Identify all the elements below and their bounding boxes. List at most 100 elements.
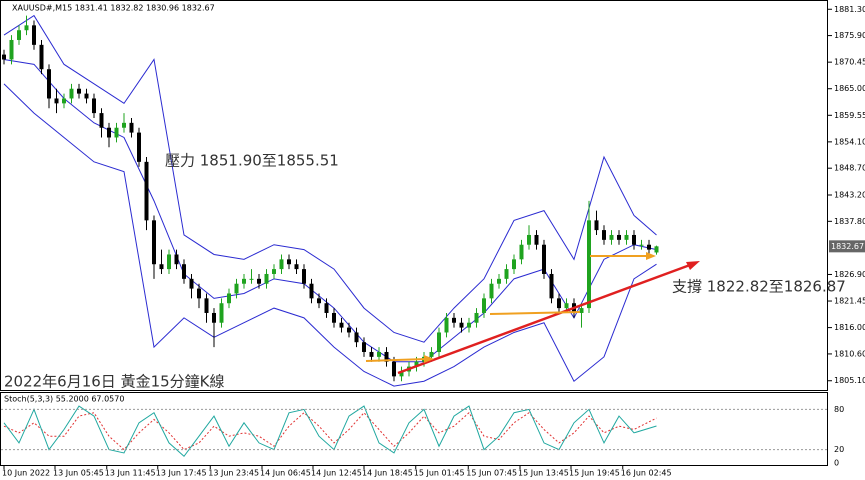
candle-body xyxy=(347,327,351,333)
stoch-label: Stoch(5,3,3) 55.2000 67.0570 xyxy=(4,395,124,404)
stoch-signal xyxy=(3,411,657,451)
x-tick-label: 15 Jun 19:45 xyxy=(569,469,620,478)
y-tick-label: 1859.55 xyxy=(834,111,865,120)
stoch-tick-label: 0 xyxy=(834,459,839,468)
candle-body xyxy=(414,361,419,367)
main-panel xyxy=(0,0,828,391)
candle-body xyxy=(272,269,276,274)
candle-body xyxy=(519,244,524,260)
candle-body xyxy=(84,93,89,99)
candle-body xyxy=(377,351,381,357)
candle-body xyxy=(399,371,404,377)
candle-body xyxy=(482,298,486,313)
candle-body xyxy=(384,351,389,362)
candle-body xyxy=(324,303,329,313)
candle-body xyxy=(287,259,291,265)
support-line xyxy=(365,358,427,362)
candle-body xyxy=(354,332,359,343)
candle-body xyxy=(444,317,449,333)
candle-body xyxy=(122,122,126,128)
candle-body xyxy=(594,220,599,231)
x-tick-label: 16 Jun 02:45 xyxy=(621,469,672,478)
candle-body xyxy=(639,244,644,246)
candle-body xyxy=(602,230,606,240)
candle-body xyxy=(17,30,21,40)
candle-body xyxy=(429,351,434,357)
y-tick-label: 1805.10 xyxy=(834,376,865,385)
candle-body xyxy=(362,342,366,352)
candle-body xyxy=(497,278,501,284)
stoch-panel xyxy=(0,392,828,466)
trend-line xyxy=(397,263,691,375)
candle-body xyxy=(369,351,374,357)
candle-body xyxy=(474,312,479,323)
candle-body xyxy=(54,98,59,104)
last-price-label: 1832.67 xyxy=(831,242,864,251)
annotation: 支撐 1822.82至1826.87 xyxy=(672,278,846,296)
annotation: 壓力 1851.90至1855.51 xyxy=(165,152,339,170)
candle-body xyxy=(39,44,44,70)
candle-body xyxy=(197,288,201,299)
header: XAUUSD#,M15 1831.41 1832.82 1830.96 1832… xyxy=(12,4,215,13)
candle-body xyxy=(467,322,471,328)
candle-body xyxy=(309,283,314,299)
candle-body xyxy=(144,161,149,221)
candle-body xyxy=(542,244,546,274)
x-tick-label: 13 Jun 23:45 xyxy=(208,469,259,478)
x-tick-label: 14 Jun 18:45 xyxy=(362,469,413,478)
arrow-head xyxy=(424,355,434,363)
x-tick-label: 15 Jun 13:45 xyxy=(518,469,569,478)
candle-body xyxy=(24,25,29,31)
arrow-head xyxy=(686,261,700,270)
last-price-box xyxy=(829,240,865,253)
candle-body xyxy=(534,234,539,245)
candle-body xyxy=(137,132,141,162)
candle-body xyxy=(549,273,554,299)
candle-body xyxy=(2,54,6,60)
candle-body xyxy=(167,254,171,270)
arrow-head xyxy=(646,252,656,260)
candle-body xyxy=(317,298,321,304)
candle-body xyxy=(9,39,14,60)
candle-body xyxy=(279,259,284,270)
y-tick-label: 1854.10 xyxy=(834,137,865,146)
x-tick-label: 15 Jun 01:45 xyxy=(414,469,465,478)
chart-title: 2022年6月16日 黃金15分鐘K線 xyxy=(4,373,225,391)
candle-body xyxy=(632,234,636,245)
y-tick-label: 1870.45 xyxy=(834,58,865,67)
candle-body xyxy=(294,264,299,270)
x-tick-label: 14 Jun 06:45 xyxy=(260,469,311,478)
candle-body xyxy=(264,273,269,284)
candle-body xyxy=(32,25,36,45)
candle-body xyxy=(647,244,651,250)
y-tick-label: 1865.00 xyxy=(834,84,865,93)
candle-body xyxy=(257,278,261,284)
candle-body xyxy=(609,234,614,240)
candle-body xyxy=(302,269,306,284)
candle-body xyxy=(204,298,209,313)
candle-body xyxy=(174,254,179,265)
candle-body xyxy=(459,322,464,328)
candle-body xyxy=(189,278,194,289)
stoch-tick-label: 20 xyxy=(834,445,844,454)
candle-body xyxy=(332,312,336,323)
candle-body xyxy=(92,98,96,114)
y-tick-label: 1843.20 xyxy=(834,191,865,200)
candle-body xyxy=(212,312,216,323)
candle-body xyxy=(564,303,569,309)
candle-body xyxy=(587,220,591,309)
y-tick-label: 1810.60 xyxy=(834,349,865,358)
candle-body xyxy=(579,308,584,313)
candle-body xyxy=(249,278,254,280)
candle-body xyxy=(129,122,134,133)
support-line xyxy=(489,311,581,315)
candle-body xyxy=(392,361,396,377)
candle-body xyxy=(62,98,66,104)
candle-body xyxy=(504,269,509,279)
candle-body xyxy=(512,259,516,270)
band-lower xyxy=(3,83,657,387)
y-tick-label: 1881.30 xyxy=(834,5,865,14)
candle-body xyxy=(489,283,494,299)
y-tick-label: 1837.80 xyxy=(834,217,865,226)
